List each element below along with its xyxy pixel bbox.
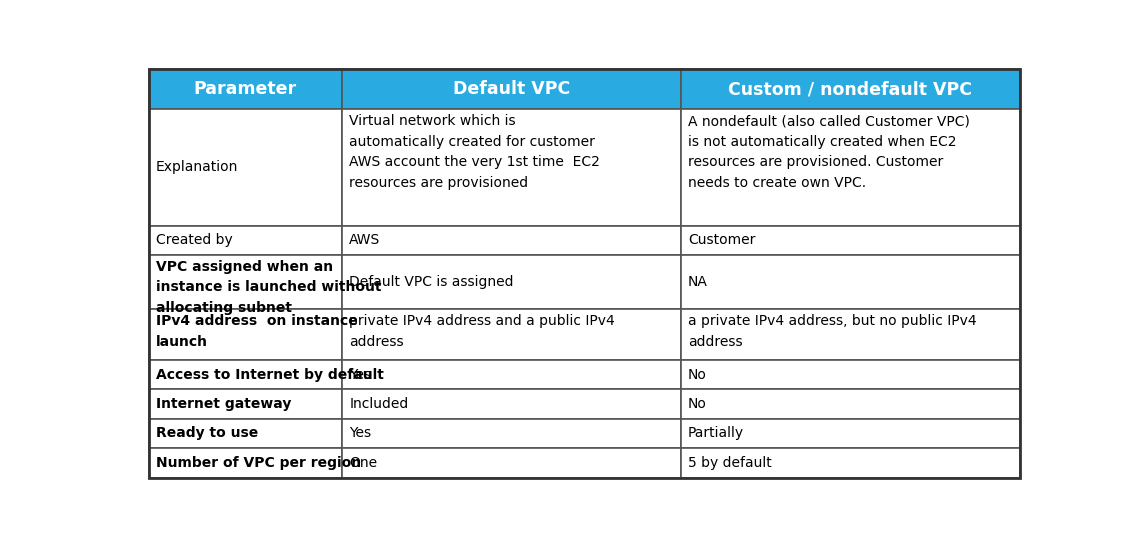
Text: Virtual network which is
automatically created for customer
AWS account the very: Virtual network which is automatically c…: [349, 114, 600, 190]
Text: AWS: AWS: [349, 233, 381, 247]
Text: Parameter: Parameter: [194, 80, 296, 98]
Bar: [681, 389, 1020, 418]
Bar: [148, 389, 342, 418]
Text: One: One: [349, 456, 377, 470]
Bar: [148, 225, 342, 255]
Bar: [681, 225, 1020, 255]
Text: Default VPC: Default VPC: [453, 80, 570, 98]
Text: Partially: Partially: [689, 426, 744, 440]
Bar: [342, 389, 681, 418]
Text: A nondefault (also called Customer VPC)
is not automatically created when EC2
re: A nondefault (also called Customer VPC) …: [689, 114, 970, 190]
Bar: [148, 360, 342, 389]
Text: Internet gateway: Internet gateway: [156, 397, 291, 411]
Bar: [342, 109, 681, 225]
Text: Yes: Yes: [349, 426, 372, 440]
Bar: [681, 418, 1020, 448]
Text: IPv4 address  on instance
launch: IPv4 address on instance launch: [156, 314, 358, 349]
Bar: [681, 360, 1020, 389]
Text: Access to Internet by default: Access to Internet by default: [156, 368, 384, 382]
Text: Customer: Customer: [689, 233, 756, 247]
Text: Default VPC is assigned: Default VPC is assigned: [349, 275, 514, 289]
Bar: [342, 360, 681, 389]
Text: Custom / nondefault VPC: Custom / nondefault VPC: [728, 80, 972, 98]
Bar: [681, 109, 1020, 225]
Text: Explanation: Explanation: [156, 160, 238, 175]
Text: 5 by default: 5 by default: [689, 456, 772, 470]
Bar: [342, 418, 681, 448]
Text: Included: Included: [349, 397, 408, 411]
Bar: [681, 309, 1020, 360]
Bar: [148, 69, 342, 109]
Bar: [681, 69, 1020, 109]
Bar: [342, 309, 681, 360]
Bar: [342, 69, 681, 109]
Bar: [148, 418, 342, 448]
Text: NA: NA: [689, 275, 708, 289]
Bar: [148, 309, 342, 360]
Text: Ready to use: Ready to use: [156, 426, 258, 440]
Bar: [148, 109, 342, 225]
Bar: [342, 255, 681, 309]
Bar: [342, 225, 681, 255]
Text: No: No: [689, 397, 707, 411]
Text: Created by: Created by: [156, 233, 233, 247]
Text: VPC assigned when an
instance is launched without
allocating subnet: VPC assigned when an instance is launche…: [156, 260, 381, 315]
Bar: [148, 255, 342, 309]
Text: private IPv4 address and a public IPv4
address: private IPv4 address and a public IPv4 a…: [349, 314, 614, 349]
Bar: [342, 448, 681, 478]
Bar: [681, 448, 1020, 478]
Text: Yes: Yes: [349, 368, 372, 382]
Text: Number of VPC per region: Number of VPC per region: [156, 456, 361, 470]
Bar: [148, 448, 342, 478]
Text: No: No: [689, 368, 707, 382]
Text: a private IPv4 address, but no public IPv4
address: a private IPv4 address, but no public IP…: [689, 314, 977, 349]
Bar: [681, 255, 1020, 309]
